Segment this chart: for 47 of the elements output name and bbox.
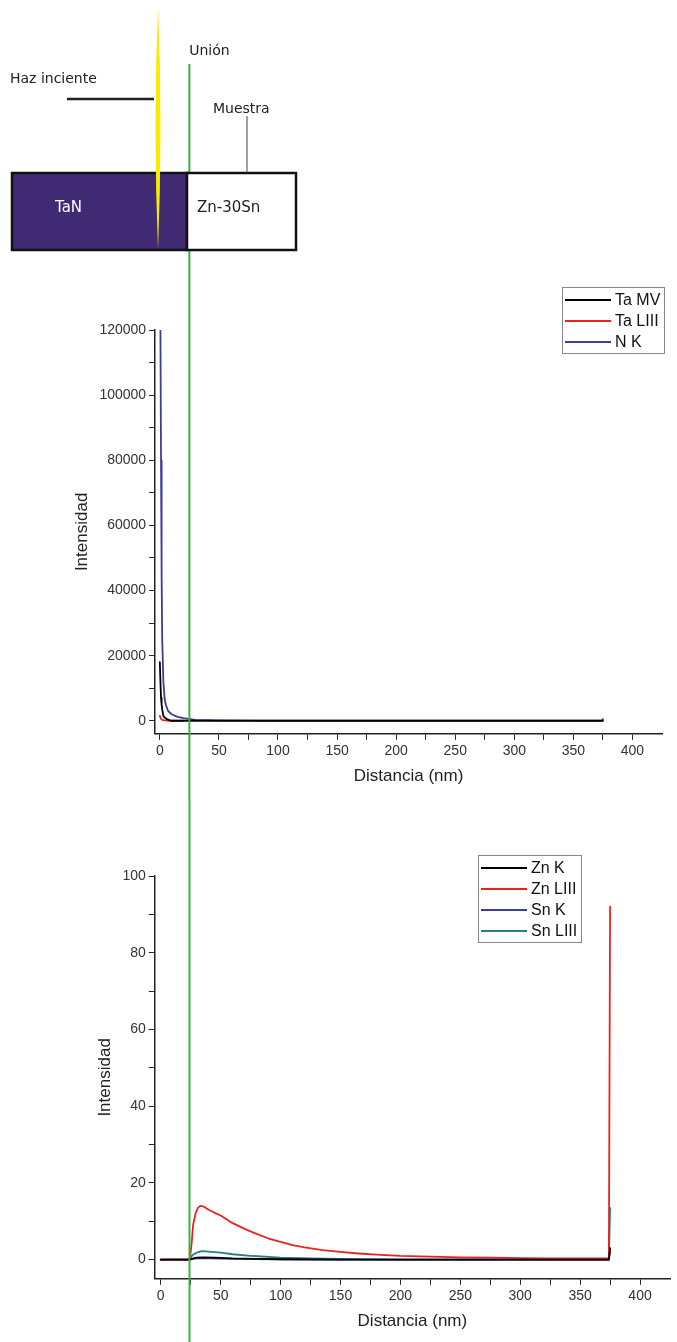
legend-label: Sn LIII bbox=[531, 921, 578, 940]
y-tick-label: 100000 bbox=[99, 385, 147, 402]
x-axis-title: Distancia (nm) bbox=[353, 766, 464, 786]
y-tick-label: 20 bbox=[130, 1173, 146, 1190]
x-tick-label: 400 bbox=[628, 1287, 652, 1304]
x-tick-label: 0 bbox=[156, 1287, 165, 1304]
x-tick-label: 350 bbox=[568, 1287, 593, 1304]
y-tick-label: 60000 bbox=[107, 516, 147, 533]
ref-line-label: Unión bbox=[189, 41, 230, 58]
x-tick-label: 0 bbox=[155, 742, 164, 759]
x-axis-title: Distancia (nm) bbox=[357, 1311, 468, 1331]
y-tick-label: 100 bbox=[122, 866, 146, 883]
text: Haz inciente bbox=[10, 70, 97, 86]
y-tick-label: 80 bbox=[130, 943, 146, 960]
legend-label: N K bbox=[615, 332, 642, 351]
x-tick-label: 150 bbox=[328, 1287, 353, 1304]
y-axis-title: Intensidad bbox=[94, 1038, 114, 1117]
y-axis-title: Intensidad bbox=[71, 492, 91, 572]
legend-label: Ta LIII bbox=[615, 311, 659, 330]
x-tick-label: 50 bbox=[212, 1287, 229, 1304]
x-tick-label: 400 bbox=[620, 742, 645, 759]
legend-label: Ta MV bbox=[615, 290, 661, 309]
y-tick-label: 60 bbox=[130, 1020, 146, 1037]
y-tick-label: 120000 bbox=[99, 320, 147, 337]
legend-label: Sn K bbox=[531, 900, 566, 919]
x-tick-label: 350 bbox=[561, 742, 586, 759]
y-tick-label: 0 bbox=[137, 1250, 146, 1267]
x-tick-label: 50 bbox=[211, 742, 227, 759]
text: Zn-30Sn bbox=[197, 198, 261, 216]
x-tick-label: 300 bbox=[502, 742, 527, 759]
x-tick-label: 300 bbox=[508, 1287, 533, 1304]
x-tick-label: 100 bbox=[268, 1287, 293, 1304]
legend-label: Zn K bbox=[531, 858, 565, 877]
x-tick-label: 100 bbox=[266, 742, 290, 759]
y-tick-label: 20000 bbox=[107, 646, 147, 663]
y-tick-label: 40 bbox=[130, 1097, 146, 1114]
legend-label: Zn LIII bbox=[531, 879, 577, 898]
x-tick-label: 250 bbox=[448, 1287, 473, 1304]
x-tick-label: 200 bbox=[388, 1287, 413, 1304]
x-tick-label: 250 bbox=[443, 742, 468, 759]
x-tick-label: 150 bbox=[325, 742, 349, 759]
text: Muestra bbox=[213, 100, 270, 116]
y-tick-label: 40000 bbox=[107, 581, 147, 598]
y-tick-label: 80000 bbox=[107, 451, 147, 468]
x-tick-label: 200 bbox=[384, 742, 409, 759]
text: TaN bbox=[55, 198, 83, 216]
y-tick-label: 0 bbox=[138, 711, 147, 728]
